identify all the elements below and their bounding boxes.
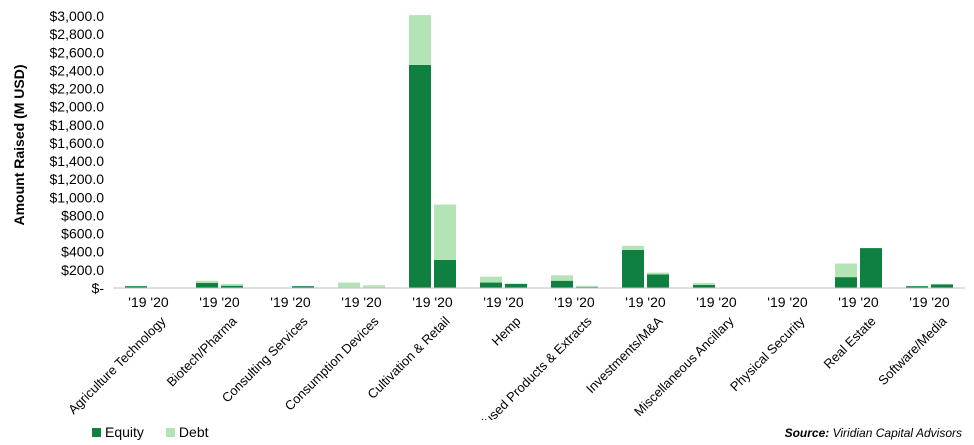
y-tick-label: $-	[92, 280, 105, 296]
bar-equity-2020	[860, 248, 882, 288]
y-tick-label: $1,400.0	[50, 153, 105, 169]
y-tick-label: $1,800.0	[50, 117, 105, 133]
bar-debt-2020	[647, 272, 669, 275]
bar-debt-2019	[622, 245, 644, 250]
bar-debt-2019	[196, 280, 218, 284]
y-tick-label: $2,800.0	[50, 26, 105, 42]
bar-equity-2020	[647, 274, 669, 288]
bar-equity-2019	[409, 64, 431, 289]
bar-debt-2019	[409, 15, 431, 65]
bar-debt-2020	[434, 204, 456, 260]
x-year-label: '19 '20	[128, 294, 169, 310]
x-year-label: '19 '20	[767, 294, 808, 310]
bar-equity-2019	[480, 282, 502, 288]
bar-equity-2020	[292, 286, 314, 288]
source-text: Viridian Capital Advisors	[829, 426, 962, 440]
bar-equity-2020	[505, 283, 527, 288]
bar-debt-2019	[338, 282, 360, 288]
x-year-label: '19 '20	[341, 294, 382, 310]
bar-debt-2020	[363, 285, 385, 288]
x-category-label: Infused Products & Extracts	[471, 313, 595, 420]
debt-swatch	[165, 427, 175, 437]
bar-debt-2019	[480, 276, 502, 283]
y-tick-label: $2,000.0	[50, 99, 105, 115]
x-category-label: Physical Security	[727, 313, 808, 394]
bar-equity-2019	[835, 277, 857, 288]
bar-debt-2020	[221, 283, 243, 286]
y-tick-label: $600.0	[61, 226, 104, 242]
x-year-label: '19 '20	[483, 294, 524, 310]
y-tick-label: $2,200.0	[50, 81, 105, 97]
y-axis-title: Amount Raised (M USD)	[11, 65, 27, 226]
x-category-label: Biotech/Pharma	[164, 313, 241, 390]
x-year-label: '19 '20	[270, 294, 311, 310]
x-year-label: '19 '20	[696, 294, 737, 310]
equity-swatch	[92, 427, 101, 437]
x-category-label: Agriculture Technology	[65, 313, 169, 417]
x-year-label: '19 '20	[199, 294, 240, 310]
x-category-label: Investments/M&A	[583, 313, 666, 396]
x-year-label: '19 '20	[554, 294, 595, 310]
x-category-label: Hemp	[488, 314, 523, 349]
x-year-label: '19 '20	[625, 294, 666, 310]
y-tick-label: $2,600.0	[50, 44, 105, 60]
source-label: Source:	[784, 426, 830, 440]
y-tick-label: $1,200.0	[50, 171, 105, 187]
bar-equity-2019	[125, 286, 147, 288]
bar-debt-2019	[835, 263, 857, 278]
bar-debt-2020	[576, 285, 598, 288]
bar-equity-2020	[931, 284, 953, 288]
bar-equity-2020	[434, 259, 456, 288]
y-tick-label: $400.0	[61, 244, 104, 260]
x-category-label: Software/Media	[875, 313, 950, 388]
legend-item-equity: Equity	[92, 424, 144, 440]
x-year-label: '19 '20	[909, 294, 950, 310]
y-tick-label: $3,000.0	[50, 8, 105, 24]
y-tick-label: $2,400.0	[50, 62, 105, 78]
y-tick-label: $1,600.0	[50, 135, 105, 151]
y-tick-label: $800.0	[61, 207, 104, 223]
bar-equity-2019	[196, 283, 218, 288]
legend-label-equity: Equity	[105, 424, 144, 440]
legend-item-debt: Debt	[165, 424, 209, 440]
legend: Equity Debt	[92, 424, 209, 440]
bar-equity-2019	[906, 286, 928, 288]
x-year-label: '19 '20	[412, 294, 453, 310]
x-year-label: '19 '20	[838, 294, 879, 310]
source-note: Source: Viridian Capital Advisors	[785, 426, 962, 440]
y-tick-label: $200.0	[61, 262, 104, 278]
legend-label-debt: Debt	[178, 424, 209, 440]
y-tick-label: $1,000.0	[50, 189, 105, 205]
bar-equity-2019	[622, 249, 644, 288]
bar-debt-2019	[551, 275, 573, 281]
bar-debt-2019	[693, 283, 715, 285]
stacked-bar-chart: Amount Raised (M USD) $- $200.0 $400.0 $600…	[11, 8, 965, 420]
x-category-label: Real Estate	[820, 314, 878, 372]
bar-equity-2019	[551, 280, 573, 288]
bar-equity-2020	[221, 285, 243, 288]
bar-equity-2019	[693, 284, 715, 288]
